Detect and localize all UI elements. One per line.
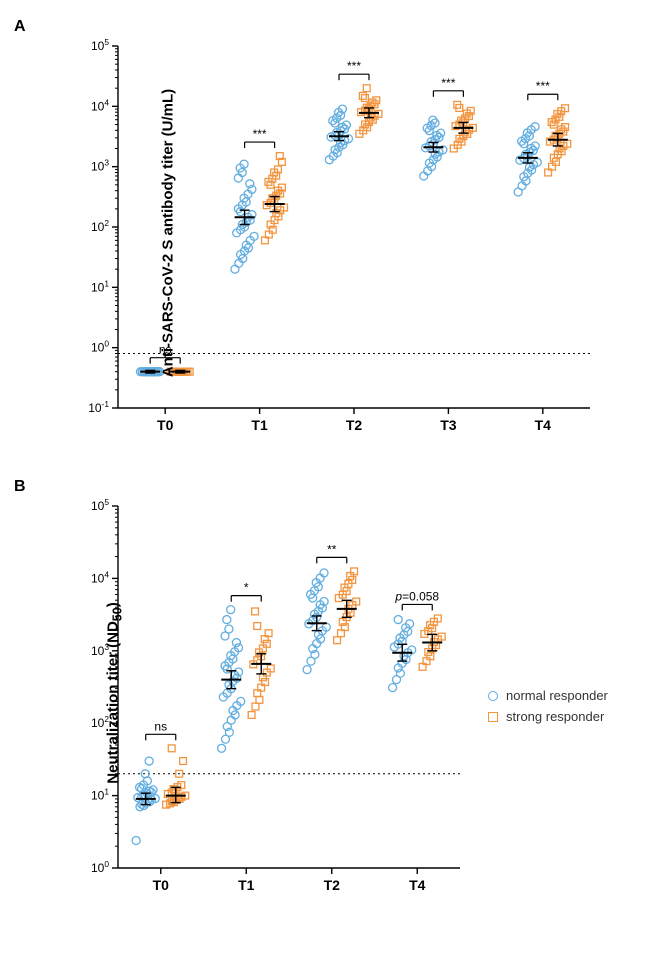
svg-text:T3: T3 [440, 417, 457, 433]
svg-text:**: ** [327, 542, 337, 556]
figure-container: A Anti-SARS-CoV-2 S antibody titer (U/mL… [10, 18, 639, 908]
svg-text:T0: T0 [157, 417, 174, 433]
panel-a: A Anti-SARS-CoV-2 S antibody titer (U/mL… [10, 18, 639, 448]
svg-text:10-1: 10-1 [88, 399, 109, 415]
panel-b-ylabel: Neutralization titer (ND50) [105, 602, 125, 783]
svg-text:ns: ns [154, 719, 167, 733]
svg-text:103: 103 [91, 158, 109, 174]
panel-b: B Neutralization titer (ND50) 1001011021… [10, 478, 639, 908]
svg-text:101: 101 [91, 278, 109, 294]
square-icon [488, 712, 498, 722]
legend-item-strong: strong responder [488, 709, 608, 724]
svg-text:***: *** [441, 76, 455, 90]
svg-text:*: * [244, 581, 249, 595]
svg-text:105: 105 [91, 37, 109, 53]
svg-text:***: *** [253, 127, 267, 141]
panel-b-label: B [14, 478, 26, 496]
circle-icon [488, 691, 498, 701]
svg-text:T1: T1 [238, 877, 255, 893]
panel-a-svg: 10-1100101102103104105T0nsT1***T2***T3**… [70, 18, 610, 448]
svg-text:102: 102 [91, 218, 109, 234]
legend: normal responder strong responder [488, 688, 608, 730]
panel-a-ylabel: Anti-SARS-CoV-2 S antibody titer (U/mL) [160, 89, 177, 377]
svg-text:104: 104 [91, 569, 109, 585]
svg-text:T4: T4 [409, 877, 426, 893]
panel-b-chart-wrap: Neutralization titer (ND50) 100101102103… [70, 478, 639, 908]
legend-item-normal: normal responder [488, 688, 608, 703]
svg-text:104: 104 [91, 97, 109, 113]
panel-a-label: A [14, 18, 26, 36]
panel-a-chart-wrap: Anti-SARS-CoV-2 S antibody titer (U/mL) … [70, 18, 639, 448]
svg-text:p=0.058: p=0.058 [394, 589, 439, 603]
svg-text:T4: T4 [535, 417, 552, 433]
svg-text:100: 100 [91, 339, 109, 355]
svg-text:101: 101 [91, 787, 109, 803]
svg-text:***: *** [347, 59, 361, 73]
svg-text:105: 105 [91, 497, 109, 513]
svg-text:T1: T1 [251, 417, 268, 433]
svg-text:T2: T2 [324, 877, 341, 893]
legend-label-strong: strong responder [506, 709, 604, 724]
svg-text:T2: T2 [346, 417, 363, 433]
legend-label-normal: normal responder [506, 688, 608, 703]
svg-text:T0: T0 [153, 877, 170, 893]
svg-text:100: 100 [91, 859, 109, 875]
svg-text:***: *** [536, 79, 550, 93]
